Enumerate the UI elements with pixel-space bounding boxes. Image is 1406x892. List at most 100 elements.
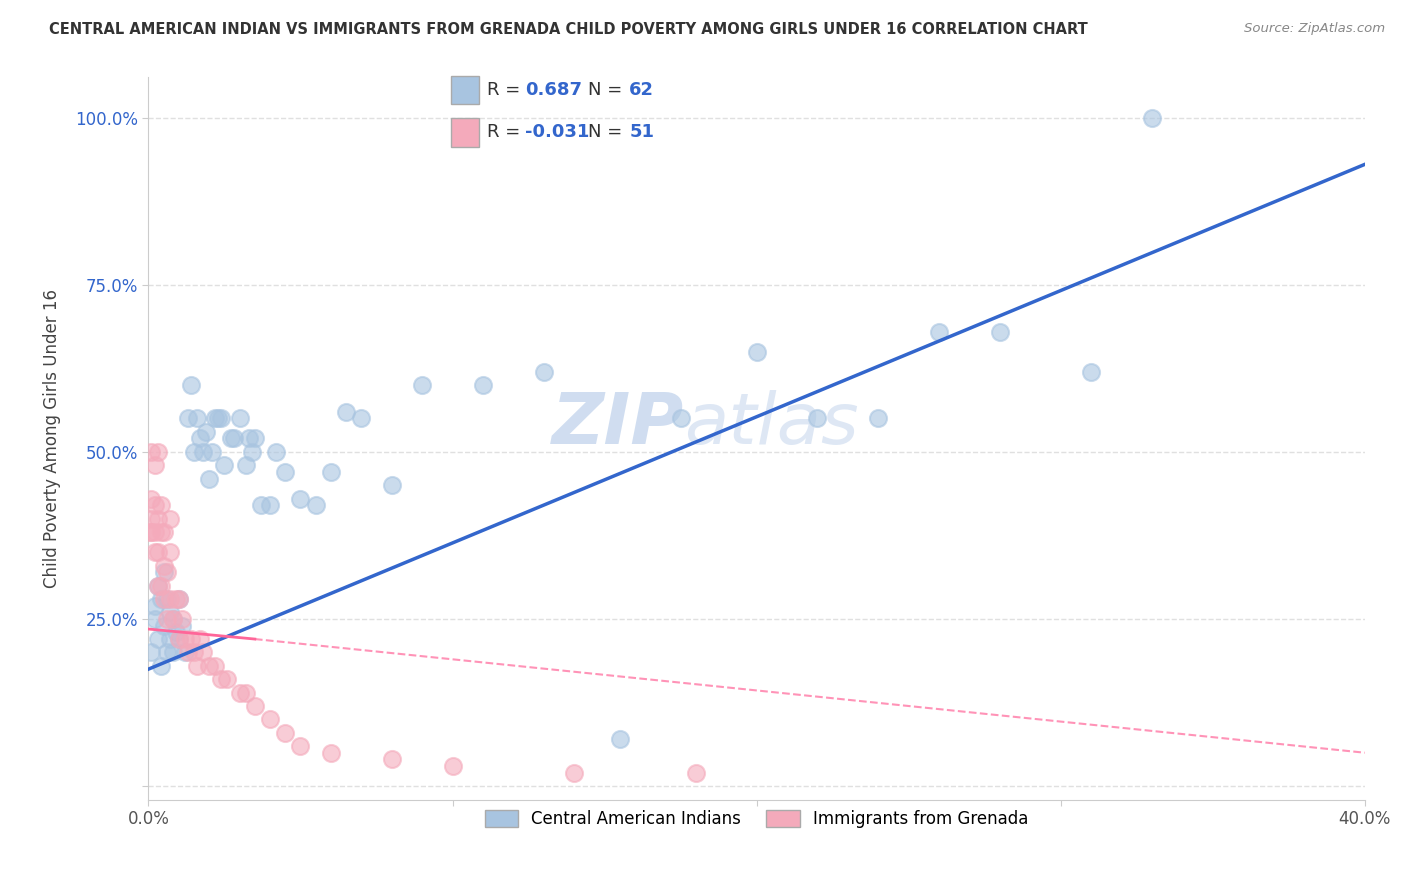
Text: atlas: atlas — [683, 390, 858, 458]
Point — [143, 525, 166, 540]
Point — [219, 432, 242, 446]
Point — [143, 545, 166, 559]
Point — [250, 499, 273, 513]
Point — [143, 458, 166, 473]
Point — [167, 632, 190, 646]
Point — [240, 445, 263, 459]
Point — [1140, 111, 1163, 125]
Point — [186, 411, 208, 425]
Point — [806, 411, 828, 425]
Point — [167, 591, 190, 606]
Text: ZIP: ZIP — [551, 390, 683, 458]
Point — [319, 465, 342, 479]
Point — [214, 458, 236, 473]
Point — [146, 445, 169, 459]
Point — [146, 578, 169, 592]
Point — [441, 759, 464, 773]
Point — [152, 618, 174, 632]
Point — [350, 411, 373, 425]
Legend: Central American Indians, Immigrants from Grenada: Central American Indians, Immigrants fro… — [478, 803, 1035, 835]
Point — [152, 565, 174, 579]
Point — [411, 378, 433, 392]
Text: 62: 62 — [630, 81, 654, 99]
Point — [685, 765, 707, 780]
Point — [152, 558, 174, 573]
Point — [141, 525, 163, 540]
Point — [159, 632, 181, 646]
Point — [533, 365, 555, 379]
Point — [159, 591, 181, 606]
Point — [209, 411, 232, 425]
Point — [174, 632, 197, 646]
Point — [156, 591, 179, 606]
Point — [146, 578, 169, 592]
Point — [141, 445, 163, 459]
Y-axis label: Child Poverty Among Girls Under 16: Child Poverty Among Girls Under 16 — [44, 289, 60, 588]
Point — [305, 499, 328, 513]
Point — [159, 605, 181, 619]
Point — [156, 565, 179, 579]
Text: R =: R = — [486, 123, 526, 142]
Point — [335, 405, 357, 419]
Text: CENTRAL AMERICAN INDIAN VS IMMIGRANTS FROM GRENADA CHILD POVERTY AMONG GIRLS UND: CENTRAL AMERICAN INDIAN VS IMMIGRANTS FR… — [49, 22, 1088, 37]
Point — [177, 411, 200, 425]
Point — [235, 685, 257, 699]
Point — [165, 625, 187, 640]
Point — [745, 344, 768, 359]
Bar — [451, 77, 478, 104]
Point — [928, 325, 950, 339]
Point — [149, 525, 172, 540]
Point — [167, 632, 190, 646]
Point — [162, 612, 184, 626]
Point — [290, 739, 312, 753]
Text: 51: 51 — [630, 123, 654, 142]
Point — [204, 658, 226, 673]
Point — [146, 512, 169, 526]
Point — [152, 591, 174, 606]
Text: Source: ZipAtlas.com: Source: ZipAtlas.com — [1244, 22, 1385, 36]
Point — [235, 458, 257, 473]
Point — [217, 672, 239, 686]
Point — [201, 445, 224, 459]
Point — [238, 432, 260, 446]
Point — [274, 725, 297, 739]
Point — [471, 378, 494, 392]
Point — [259, 712, 281, 726]
Point — [143, 612, 166, 626]
Text: N =: N = — [588, 123, 628, 142]
Point — [209, 672, 232, 686]
Point — [149, 591, 172, 606]
Point — [156, 612, 179, 626]
Point — [149, 658, 172, 673]
Point — [381, 478, 404, 492]
Point — [143, 599, 166, 613]
Point — [141, 645, 163, 659]
Point — [191, 445, 214, 459]
Point — [141, 491, 163, 506]
Point — [165, 591, 187, 606]
Point — [170, 618, 193, 632]
Point — [274, 465, 297, 479]
Point — [228, 685, 250, 699]
Point — [188, 632, 211, 646]
Point — [146, 545, 169, 559]
Point — [146, 632, 169, 646]
Text: R =: R = — [486, 81, 526, 99]
Text: -0.031: -0.031 — [526, 123, 589, 142]
Point — [174, 645, 197, 659]
Text: N =: N = — [588, 81, 628, 99]
Point — [243, 432, 266, 446]
Point — [1080, 365, 1102, 379]
Point — [143, 499, 166, 513]
Point — [159, 545, 181, 559]
Point — [177, 645, 200, 659]
Point — [204, 411, 226, 425]
Point — [195, 425, 218, 439]
Point — [149, 499, 172, 513]
Point — [222, 432, 245, 446]
Point — [156, 645, 179, 659]
Point — [149, 578, 172, 592]
Point — [198, 472, 221, 486]
Point — [319, 746, 342, 760]
Point — [180, 632, 202, 646]
